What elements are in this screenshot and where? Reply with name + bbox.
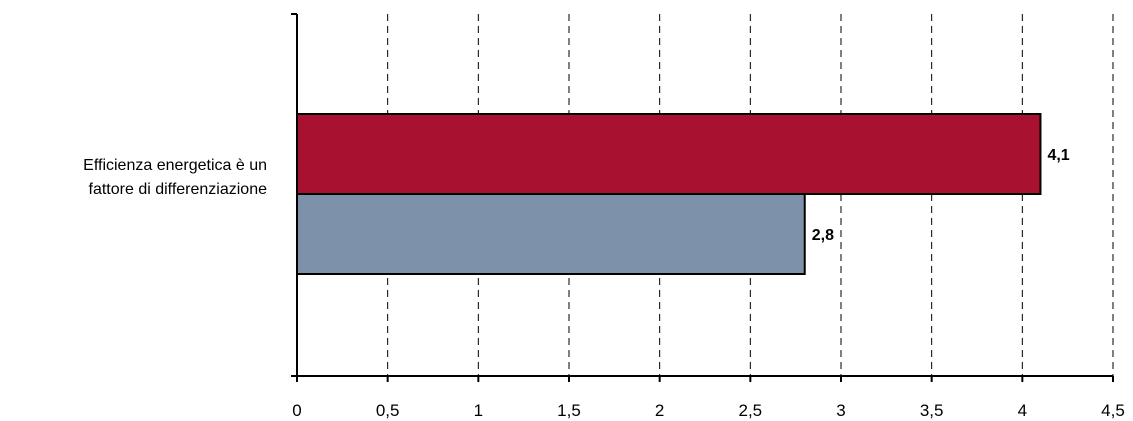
x-tick-label: 0: [292, 401, 301, 420]
x-tick-label: 3,5: [920, 401, 944, 420]
x-tick-label: 4: [1018, 401, 1027, 420]
bar-series-2: [296, 193, 806, 275]
x-tick-label: 3: [836, 401, 845, 420]
category-label-line: fattore di differenziazione: [89, 181, 268, 198]
x-tick-label: 1,5: [557, 401, 581, 420]
data-label: 4,1: [1047, 147, 1069, 164]
x-tick-label: 4,5: [1101, 401, 1125, 420]
x-tick-label: 0,5: [376, 401, 400, 420]
data-label: 2,8: [812, 227, 834, 244]
x-axis-ticks: 0 0,5 1 1,5 2 2,5 3 3,5 4 4,5: [292, 376, 1125, 420]
bars-group: [296, 113, 1042, 275]
data-labels-group: 4,1 2,8: [812, 147, 1070, 244]
x-tick-label: 2,5: [739, 401, 763, 420]
category-label: Efficienza energetica è un fattore di dif…: [83, 157, 267, 198]
x-tick-label: 2: [655, 401, 664, 420]
axes-group: [291, 13, 1113, 377]
x-tick-label: 1: [474, 401, 483, 420]
bar-series-1: [296, 113, 1042, 195]
category-label-line: Efficienza energetica è un: [83, 157, 267, 174]
